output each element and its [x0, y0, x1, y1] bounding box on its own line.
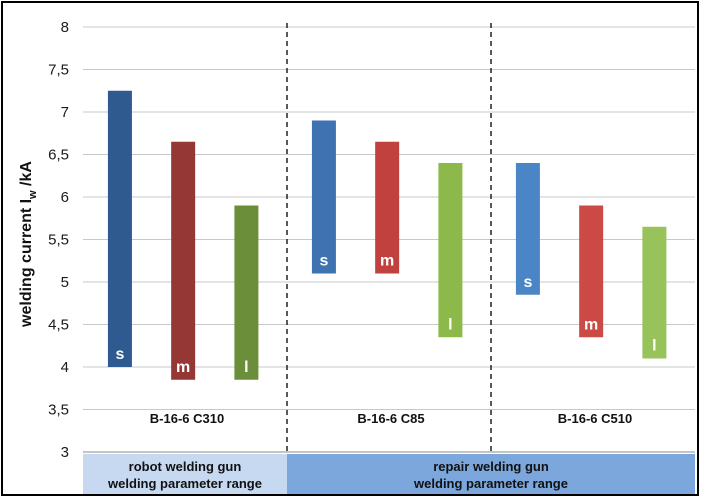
y-tick-label: 6 [61, 189, 69, 206]
bar-label: s [523, 274, 532, 291]
y-tick-label: 4 [61, 359, 69, 376]
range-band-label-line2: welding parameter range [107, 476, 262, 491]
range-bar [107, 90, 132, 367]
y-tick-label: 3,5 [48, 402, 69, 419]
range-band [287, 454, 695, 494]
y-axis-label-unit: /kA [18, 161, 35, 191]
group-label: B-16-6 C85 [357, 411, 424, 426]
bar-label: m [584, 316, 598, 333]
y-tick-label: 5 [61, 274, 69, 291]
range-bar [642, 226, 667, 359]
bar-label: l [448, 316, 452, 333]
y-tick-label: 8 [61, 19, 69, 36]
range-bar [311, 120, 336, 274]
bar-label: m [380, 253, 394, 270]
range-bar [375, 141, 400, 274]
y-axis-label: welding current Iw /kA [18, 161, 39, 328]
range-bar [438, 163, 463, 338]
range-bar [234, 205, 259, 380]
range-bands: robot welding gun welding parameter range… [83, 454, 695, 494]
range-bar-chart: 3 3,5 4 4,5 5 5,5 6 6,5 7 7,5 8 s m l s m l s m l B-16-6 C… [18, 19, 695, 494]
group-label: B-16-6 C310 [150, 411, 224, 426]
group-label: B-16-6 C510 [558, 411, 632, 426]
y-tick-label: 7,5 [48, 62, 69, 79]
y-tick-label: 6,5 [48, 147, 69, 164]
bar-label: s [115, 346, 124, 363]
bar-label: s [319, 253, 328, 270]
y-axis-ticks: 3 3,5 4 4,5 5 5,5 6 6,5 7 7,5 8 [48, 19, 69, 461]
y-tick-label: 5,5 [48, 232, 69, 249]
group-labels: B-16-6 C310 B-16-6 C85 B-16-6 C510 [150, 411, 632, 426]
range-bar [171, 141, 196, 380]
bars: s m l s m l s m l [107, 90, 667, 380]
y-tick-label: 3 [61, 444, 69, 461]
range-band [83, 454, 287, 494]
range-bar [579, 205, 604, 338]
y-axis-label-subscript: w [27, 190, 39, 200]
range-band-label-line1: robot welding gun [129, 459, 242, 474]
bar-label: m [176, 359, 190, 376]
y-axis-label-main: welding current I [18, 199, 35, 328]
bar-label: l [652, 338, 656, 355]
range-band-label-line1: repair welding gun [433, 459, 549, 474]
range-band-label-line2: welding parameter range [413, 476, 568, 491]
bar-label: l [244, 359, 248, 376]
y-tick-label: 4,5 [48, 317, 69, 334]
range-bar [515, 163, 540, 295]
y-tick-label: 7 [61, 104, 69, 121]
